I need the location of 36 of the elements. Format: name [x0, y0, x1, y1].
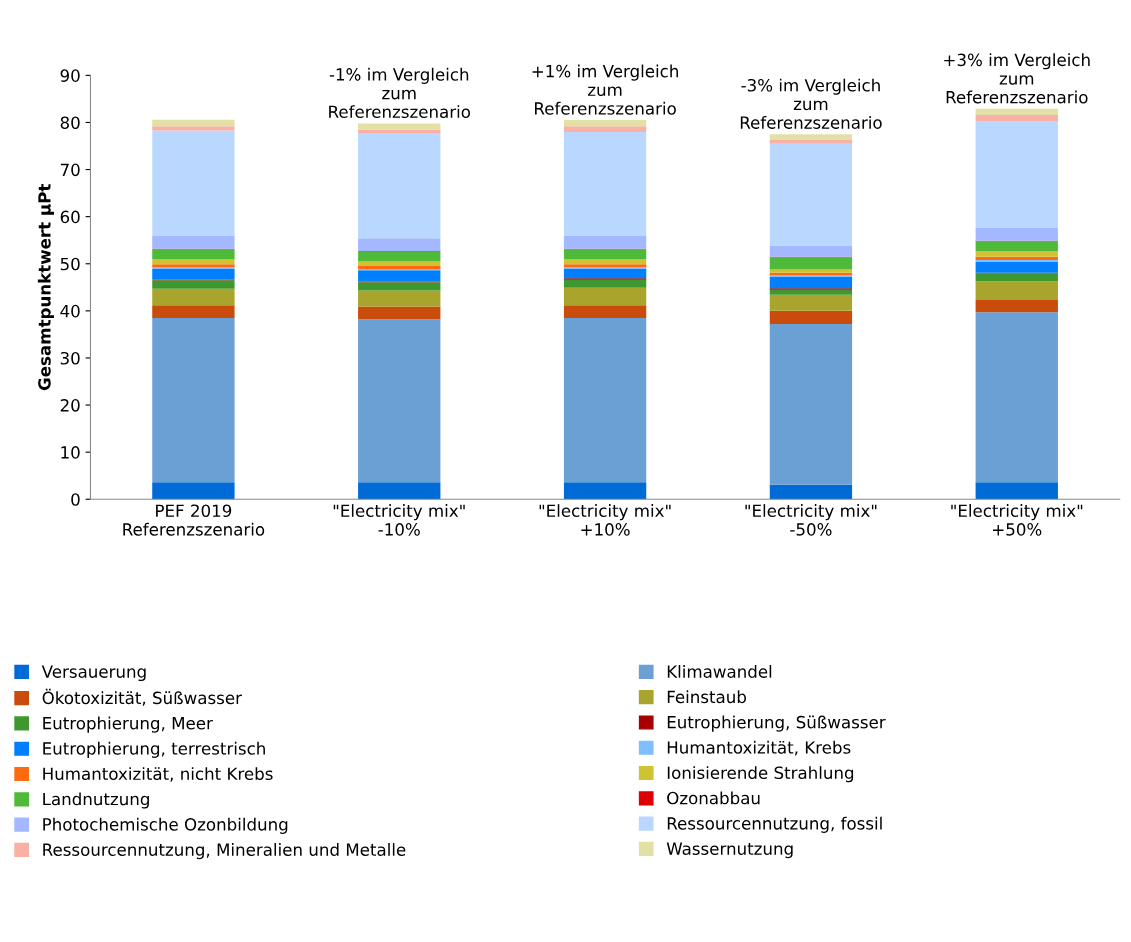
- y-tick-label: 50: [60, 257, 80, 271]
- legend-label: Feinstaub: [667, 690, 746, 704]
- legend-label: Humantoxizität, nicht Krebs: [43, 767, 273, 782]
- x-tick-label: PEF 2019 Referenzszenario: [123, 504, 265, 536]
- y-tick-label: 10: [61, 446, 80, 459]
- y-tick-label: 20: [60, 399, 80, 412]
- legend-label: Ozonabbau: [667, 791, 760, 805]
- x-tick-label: "Electricity mix" -10%: [333, 504, 465, 536]
- y-tick-label: 40: [60, 304, 80, 318]
- legend-label: Eutrophierung, terrestrisch: [43, 741, 265, 758]
- annotation: -1% im Vergleich zum Referenzszenario: [329, 67, 471, 119]
- y-tick-label: 80: [60, 116, 80, 130]
- legend-label: Photochemische Ozonbildung: [43, 817, 288, 834]
- x-tick-label: "Electricity mix" +10%: [539, 504, 671, 536]
- annotation: -3% im Vergleich zum Referenzszenario: [740, 78, 882, 129]
- y-tick-label: 90: [60, 69, 80, 82]
- legend-label: Eutrophierung, Meer: [43, 716, 213, 733]
- x-tick-label: "Electricity mix" +50%: [951, 504, 1083, 536]
- y-axis-title: Gesamtpunktwert µPt: [37, 184, 54, 391]
- legend-label: Wassernutzung: [666, 842, 793, 859]
- legend-label: Humantoxizität, Krebs: [667, 740, 851, 756]
- legend-label: Ressourcennutzung, Mineralien und Metalle: [43, 843, 406, 860]
- y-tick-label: 0: [71, 493, 80, 506]
- annotation: +1% im Vergleich zum Referenzszenario: [532, 64, 678, 115]
- y-tick-label: 70: [60, 163, 80, 177]
- annotation: +3% im Vergleich zum Referenzszenario: [944, 53, 1090, 104]
- x-tick-label: "Electricity mix" -50%: [745, 504, 877, 536]
- legend-label: Ressourcennutzung, fossil: [667, 816, 882, 833]
- y-tick-label: 60: [60, 210, 80, 224]
- legend-label: Landnutzung: [43, 792, 149, 809]
- y-tick-label: 30: [60, 351, 80, 365]
- legend-label: Klimawandel: [667, 664, 772, 678]
- legend-label: Eutrophierung, Süßwasser: [667, 715, 886, 732]
- legend-label: Versauerung: [41, 665, 146, 682]
- legend-label: Ionisierende Strahlung: [667, 766, 854, 783]
- legend-label: Ökotoxizität, Süßwasser: [42, 688, 242, 706]
